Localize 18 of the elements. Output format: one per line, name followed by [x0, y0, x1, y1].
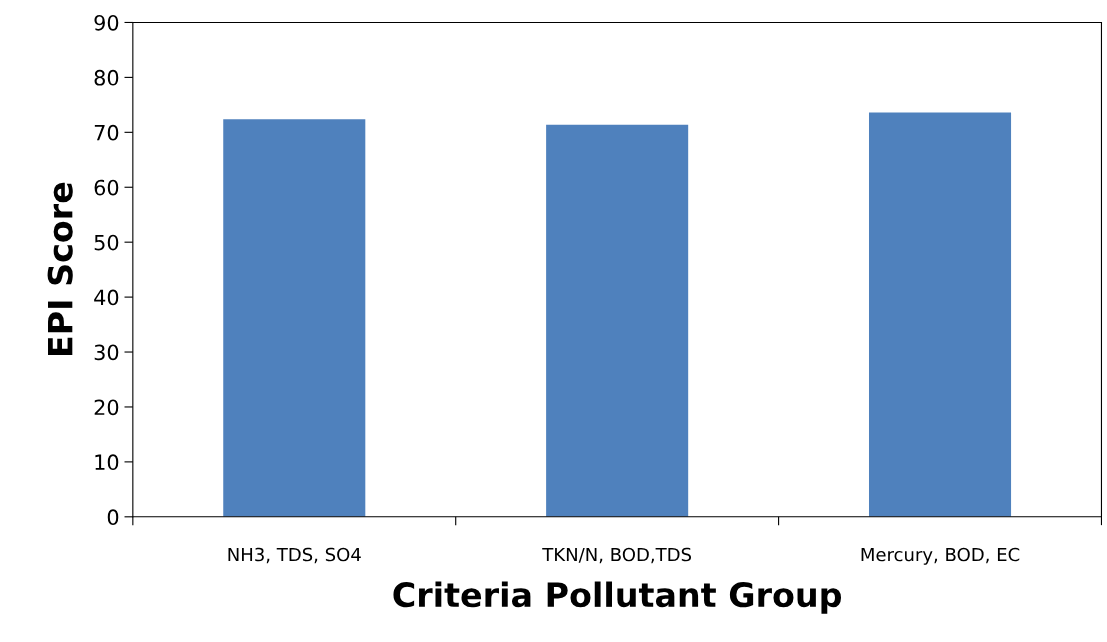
- x-tick-label: NH3, TDS, SO4: [228, 547, 361, 564]
- y-tick-label: 20: [94, 399, 119, 416]
- y-tick-label: 0: [107, 509, 119, 526]
- y-axis-title: EPI Score: [47, 182, 73, 356]
- x-axis-title: Criteria Pollutant Group: [393, 581, 842, 614]
- y-tick-label: 50: [94, 234, 119, 251]
- y-tick-label: 30: [94, 344, 119, 361]
- y-tick-label: 60: [94, 179, 119, 196]
- bar: [546, 124, 689, 517]
- x-tick-label: Mercury, BOD, EC: [861, 547, 1020, 565]
- y-tick-label: 10: [95, 454, 119, 471]
- bar: [223, 119, 366, 517]
- y-tick-label: 80: [94, 69, 119, 86]
- y-tick-label: 90: [94, 14, 119, 31]
- y-tick-label: 40: [94, 289, 119, 306]
- x-tick-label: TKN/N, BOD,TDS: [542, 547, 692, 564]
- bar: [869, 112, 1012, 517]
- y-tick-label: 70: [94, 124, 119, 141]
